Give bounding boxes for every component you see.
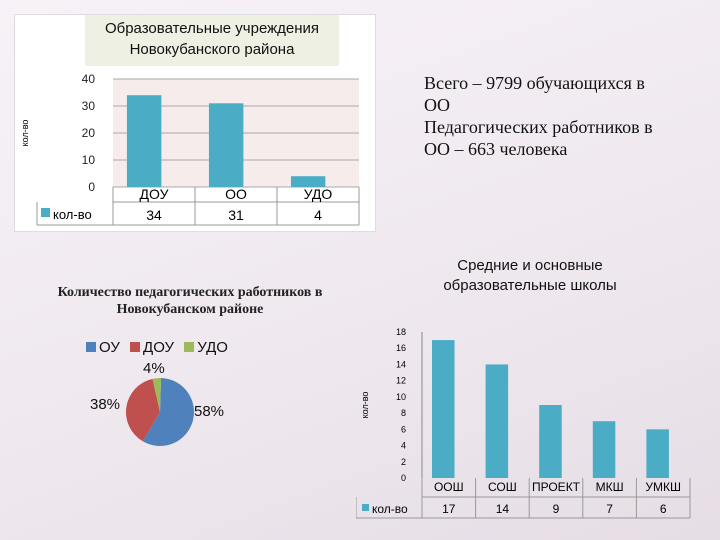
legend-swatch-ou (86, 342, 96, 352)
bar-СОШ (485, 364, 509, 478)
legend-swatch-dou (130, 342, 141, 352)
legend-label-ou: ОУ (99, 339, 120, 356)
schools-bar-chart: 0 2 4 6 8 10 12 14 16 18 кол-во ООШ 17 СОШ 14 ПРОЕКТ 9 МК… (356, 327, 691, 519)
bar-МКШ (592, 421, 616, 478)
bar-ДОУ (126, 95, 162, 187)
data-label: 31 (228, 207, 244, 223)
legend-label-udo: УДО (197, 339, 228, 356)
y-tick-label: 20 (82, 126, 96, 140)
data-label: 4 (314, 207, 322, 223)
y-tick-label: 2 (401, 457, 406, 467)
y-tick-label: 18 (396, 327, 406, 337)
y-tick-label: 4 (401, 441, 406, 451)
schools-chart-title: Средние и основные образовательные школы (443, 257, 617, 294)
x-tick-label: СОШ (488, 480, 517, 494)
y-tick-label: 14 (396, 359, 406, 369)
bar-ООШ (432, 340, 455, 478)
x-tick-label: ПРОЕКТ (532, 480, 581, 494)
data-label: 34 (146, 207, 162, 223)
legend-label-dou: ДОУ (143, 339, 175, 356)
x-tick-label: УДО (304, 186, 333, 202)
institutions-bar-chart: 0 10 20 30 40 кол-во ДОУ 34 ОО 31 УДО 4 кол-во (20, 72, 360, 226)
summary-note: Всего – 9799 обучающихся в ОО Педагогиче… (424, 72, 714, 160)
pie-slice-УДО (152, 378, 162, 412)
y-axis-label: кол-во (20, 120, 30, 147)
legend-swatch (41, 208, 50, 217)
data-label: 6 (660, 502, 667, 516)
x-tick-label: МКШ (596, 480, 624, 494)
summary-note-line-4: ОО – 663 человека (424, 139, 568, 159)
x-tick-label: УМКШ (645, 480, 681, 494)
data-label: 7 (606, 502, 613, 516)
bar-УДО (290, 176, 326, 187)
y-tick-label: 16 (396, 343, 406, 353)
summary-note-line-3: Педагогических работников в (424, 117, 653, 137)
y-tick-label: 8 (401, 408, 406, 418)
legend-label: кол-во (372, 502, 408, 516)
summary-note-line-1: Всего – 9799 обучающихся в (424, 73, 645, 93)
y-tick-label: 10 (396, 392, 406, 402)
x-tick-label: ДОУ (140, 186, 169, 202)
pie-slice-ОУ (142, 378, 194, 446)
institutions-chart-title: Образовательные учреждения Новокубанског… (85, 15, 339, 66)
x-tick-label: ООШ (434, 480, 464, 494)
bar-УМКШ (646, 429, 669, 478)
staff-pie-chart (126, 378, 194, 446)
data-label: 17 (442, 502, 456, 516)
staff-pie-legend: ОУ ДОУ УДО (86, 339, 228, 356)
pie-slice-ДОУ (126, 378, 160, 442)
y-tick-label: 10 (82, 153, 96, 167)
legend-label: кол-во (53, 207, 92, 222)
y-axis-label: кол-во (360, 392, 370, 419)
y-tick-label: 40 (82, 72, 96, 86)
y-tick-label: 12 (396, 376, 406, 386)
summary-note-line-2: ОО (424, 95, 450, 115)
staff-pie-title: Количество педагогических работников в Н… (57, 285, 323, 317)
pie-label-udo: 4% (143, 360, 165, 377)
legend-swatch-udo (184, 342, 195, 352)
y-tick-label: 0 (401, 473, 406, 483)
pie-label-ou: 58% (194, 403, 225, 420)
data-label: 9 (553, 502, 560, 516)
y-tick-label: 6 (401, 424, 406, 434)
institutions-chart-panel: Образовательные учреждения Новокубанског… (14, 14, 376, 232)
institutions-chart-title-text: Образовательные учреждения Новокубанског… (104, 20, 320, 58)
pie-label-dou: 38% (90, 396, 121, 413)
bar-ПРОЕКТ (539, 405, 562, 478)
y-tick-label: 0 (88, 180, 95, 194)
y-tick-label: 30 (82, 99, 96, 113)
x-tick-label: ОО (225, 186, 247, 202)
bar-ОО (208, 103, 244, 187)
legend-swatch (362, 504, 369, 511)
data-label: 14 (496, 502, 510, 516)
